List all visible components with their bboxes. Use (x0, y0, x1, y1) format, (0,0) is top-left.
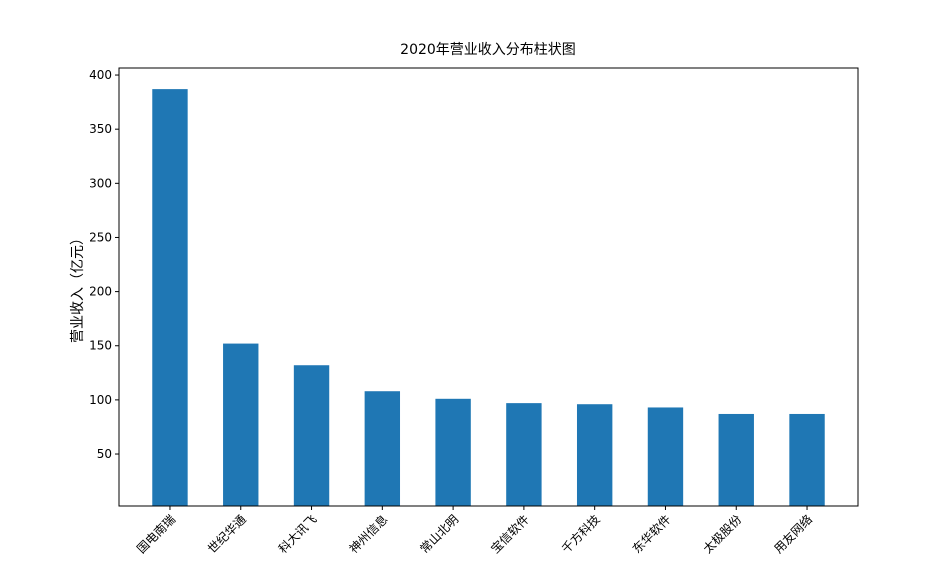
x-tick-label: 太极股份 (700, 512, 745, 557)
bar (506, 403, 542, 506)
plot-frame (118, 67, 859, 507)
x-tick-label: 宝信软件 (488, 512, 532, 556)
y-tick-label: 200 (89, 285, 112, 299)
x-tick-label: 用友网络 (771, 512, 816, 557)
bar (718, 413, 754, 506)
bar (647, 407, 684, 506)
bar (576, 404, 613, 506)
x-tick-label: 千方科技 (558, 512, 603, 557)
y-tick-label: 250 (89, 230, 112, 244)
y-tick-label: 400 (89, 68, 112, 82)
x-tick-label: 国电南瑞 (134, 512, 179, 557)
y-tick-label: 50 (97, 447, 112, 461)
x-tick-label: 世纪华通 (205, 512, 249, 556)
bar (293, 365, 330, 506)
bar (435, 398, 471, 506)
bar (789, 413, 825, 506)
y-tick-label: 150 (89, 339, 112, 353)
x-tick-label: 科大讯飞 (276, 512, 320, 556)
y-tick-label: 100 (89, 393, 112, 407)
x-tick-label: 常山北明 (417, 512, 461, 556)
y-tick-label: 350 (89, 122, 112, 136)
bar (223, 343, 259, 506)
x-tick-label: 东华软件 (630, 512, 674, 556)
x-tick-label: 神州信息 (346, 512, 391, 557)
chart-title: 2020年营业收入分布柱状图 (400, 42, 576, 58)
bar (152, 89, 188, 506)
y-tick-label: 300 (89, 176, 112, 190)
y-axis-label: 营业收入（亿元） (70, 231, 86, 343)
bar (364, 391, 401, 506)
